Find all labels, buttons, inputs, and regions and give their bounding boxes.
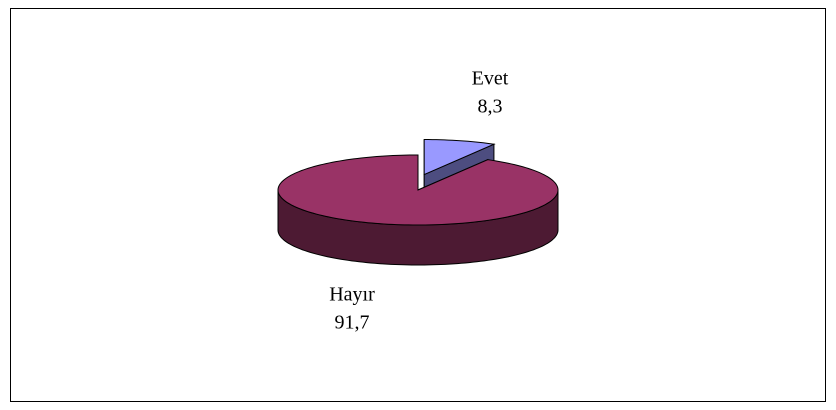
value-label: 91,7: [335, 312, 370, 334]
slice: [423, 139, 496, 176]
slice-label: Hayır: [329, 284, 375, 306]
value-label: 8,3: [478, 96, 503, 118]
slice: [277, 154, 559, 226]
slice-label: Evet: [472, 68, 509, 90]
